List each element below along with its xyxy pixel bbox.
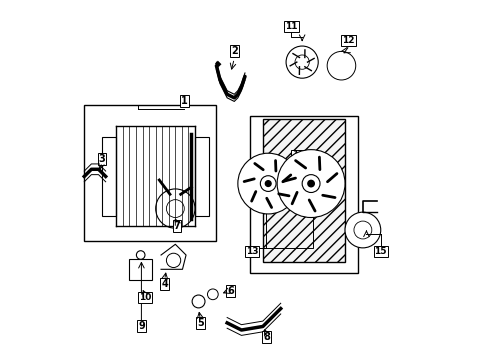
- FancyArrowPatch shape: [319, 157, 320, 170]
- Circle shape: [238, 153, 298, 214]
- FancyArrowPatch shape: [309, 200, 315, 211]
- Circle shape: [327, 51, 356, 80]
- FancyArrowPatch shape: [279, 194, 289, 196]
- Circle shape: [295, 55, 309, 69]
- Text: 7: 7: [174, 221, 180, 231]
- Circle shape: [354, 221, 372, 239]
- Circle shape: [136, 251, 145, 259]
- Circle shape: [192, 295, 205, 308]
- Circle shape: [277, 150, 345, 217]
- Text: 13: 13: [246, 247, 258, 256]
- FancyArrowPatch shape: [244, 179, 254, 181]
- Bar: [250, 116, 358, 273]
- Bar: [195, 137, 209, 216]
- Bar: [102, 137, 117, 216]
- FancyArrowPatch shape: [295, 161, 306, 168]
- FancyArrowPatch shape: [327, 174, 337, 182]
- FancyArrowPatch shape: [292, 192, 297, 204]
- Circle shape: [167, 253, 181, 267]
- Circle shape: [286, 46, 318, 78]
- Text: 9: 9: [138, 321, 145, 332]
- FancyArrowPatch shape: [283, 175, 291, 182]
- Text: 8: 8: [263, 332, 270, 342]
- FancyArrowPatch shape: [283, 178, 295, 181]
- Bar: [263, 119, 345, 262]
- Text: 2: 2: [231, 46, 238, 57]
- Text: 5: 5: [197, 318, 204, 328]
- Text: 4: 4: [161, 279, 168, 289]
- Circle shape: [156, 189, 195, 228]
- Bar: [84, 105, 217, 241]
- Text: 10: 10: [139, 293, 151, 302]
- Text: 11: 11: [285, 22, 298, 31]
- Text: 15: 15: [374, 247, 387, 256]
- Text: 3: 3: [99, 154, 105, 163]
- Circle shape: [167, 200, 184, 217]
- Circle shape: [345, 212, 381, 248]
- Text: 14: 14: [292, 150, 305, 159]
- Circle shape: [308, 180, 314, 187]
- Circle shape: [207, 289, 218, 300]
- FancyArrowPatch shape: [255, 163, 263, 170]
- Text: 12: 12: [343, 36, 355, 45]
- Circle shape: [266, 181, 271, 186]
- FancyArrowPatch shape: [267, 198, 271, 207]
- Circle shape: [260, 176, 276, 192]
- Circle shape: [302, 175, 320, 193]
- FancyArrowPatch shape: [252, 192, 256, 201]
- Bar: [129, 258, 152, 280]
- FancyArrowPatch shape: [323, 195, 335, 198]
- Text: 6: 6: [227, 286, 234, 296]
- Text: 1: 1: [181, 96, 188, 107]
